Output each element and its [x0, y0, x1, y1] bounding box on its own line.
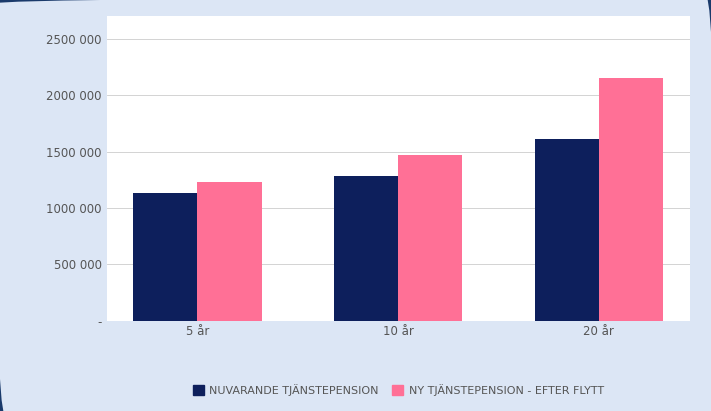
- Bar: [133, 193, 198, 321]
- Bar: [398, 155, 462, 321]
- Bar: [599, 79, 663, 321]
- Bar: [198, 182, 262, 321]
- Bar: [535, 139, 599, 321]
- Legend: NUVARANDE TJÄNSTEPENSION, NY TJÄNSTEPENSION - EFTER FLYTT: NUVARANDE TJÄNSTEPENSION, NY TJÄNSTEPENS…: [188, 379, 608, 400]
- Bar: [334, 176, 398, 321]
